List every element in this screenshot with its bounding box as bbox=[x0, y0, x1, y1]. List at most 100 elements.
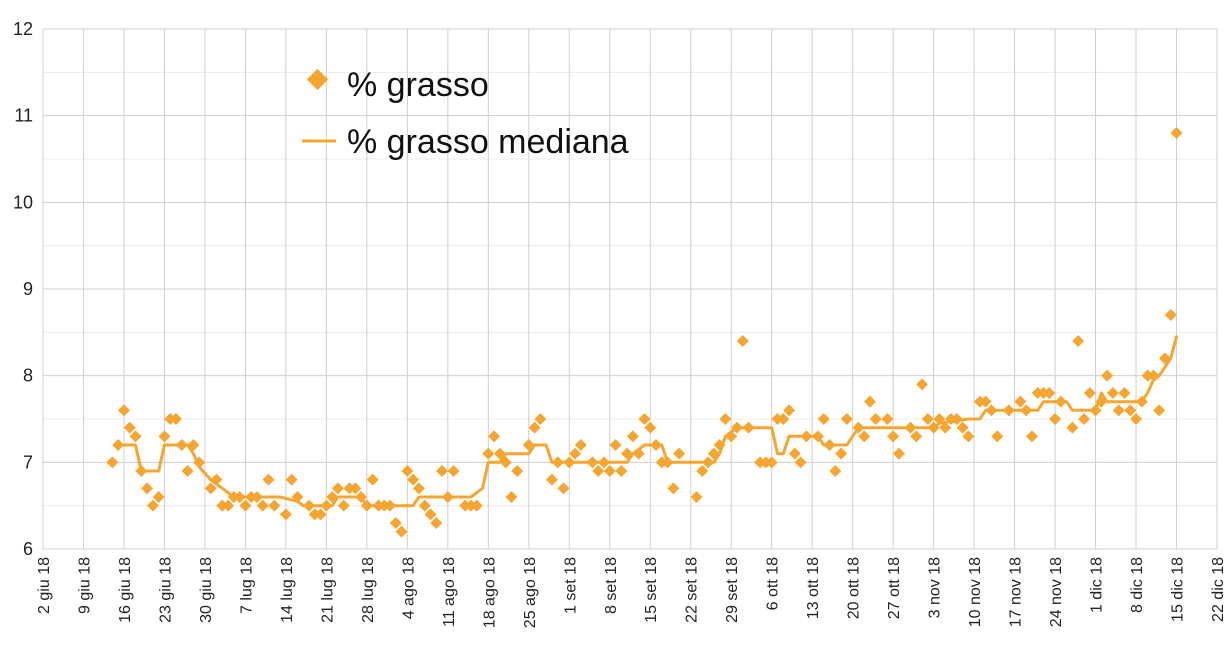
data-point bbox=[557, 482, 570, 495]
data-point bbox=[1164, 309, 1177, 321]
data-point bbox=[1043, 387, 1056, 399]
x-tick-label: 16 giu 18 bbox=[117, 557, 134, 623]
data-point bbox=[1101, 369, 1114, 382]
data-point bbox=[650, 439, 663, 451]
data-point bbox=[412, 482, 425, 495]
x-tick-label: 15 set 18 bbox=[643, 557, 660, 623]
data-point bbox=[303, 499, 316, 512]
x-tick-label: 15 dic 18 bbox=[1170, 557, 1187, 622]
data-point bbox=[239, 499, 252, 512]
data-point bbox=[522, 439, 535, 451]
data-point bbox=[291, 491, 304, 503]
data-point bbox=[424, 508, 437, 521]
y-tick-label: 6 bbox=[23, 539, 33, 559]
data-point bbox=[725, 430, 738, 443]
data-point bbox=[661, 456, 674, 469]
data-point bbox=[285, 473, 298, 486]
x-tick-label: 22 set 18 bbox=[684, 557, 701, 623]
data-point bbox=[545, 473, 558, 486]
x-tick-label: 8 set 18 bbox=[603, 557, 620, 614]
y-tick-label: 8 bbox=[23, 366, 33, 386]
data-point bbox=[742, 421, 755, 434]
data-point bbox=[921, 413, 934, 425]
data-point bbox=[210, 473, 223, 486]
data-point bbox=[233, 491, 246, 503]
data-point bbox=[326, 491, 339, 503]
legend-label-grasso: % grasso bbox=[347, 66, 489, 104]
x-tick-label: 14 lug 18 bbox=[279, 557, 296, 623]
data-point bbox=[407, 473, 420, 486]
data-point bbox=[632, 447, 645, 460]
data-point bbox=[360, 499, 373, 512]
data-point bbox=[430, 517, 443, 529]
data-point bbox=[250, 491, 263, 503]
data-point bbox=[569, 447, 582, 460]
data-point bbox=[337, 499, 350, 512]
x-tick-label: 4 ago 18 bbox=[400, 557, 417, 619]
data-point bbox=[811, 430, 824, 443]
data-point bbox=[840, 413, 853, 425]
data-point bbox=[320, 499, 333, 512]
data-point bbox=[1170, 127, 1183, 139]
data-point bbox=[829, 465, 842, 477]
y-tick-label: 11 bbox=[14, 106, 33, 126]
data-point bbox=[1072, 335, 1085, 347]
x-tick-label: 18 ago 18 bbox=[481, 557, 498, 628]
data-point bbox=[193, 456, 206, 469]
data-point bbox=[1158, 352, 1171, 365]
data-point bbox=[644, 421, 657, 434]
x-tick-label: 22 dic 18 bbox=[1210, 557, 1227, 622]
x-tick-label: 7 lug 18 bbox=[238, 557, 255, 614]
x-tick-label: 24 nov 18 bbox=[1048, 557, 1065, 627]
data-point bbox=[927, 421, 940, 434]
data-point bbox=[713, 439, 726, 451]
data-point bbox=[707, 447, 720, 460]
data-point bbox=[991, 430, 1004, 443]
x-tick-label: 11 ago 18 bbox=[441, 557, 458, 627]
data-point bbox=[933, 413, 946, 425]
data-point bbox=[135, 465, 148, 477]
data-point bbox=[366, 473, 379, 486]
data-point bbox=[939, 421, 952, 434]
data-point bbox=[268, 499, 281, 512]
data-point bbox=[892, 447, 905, 460]
legend: % grasso % grasso mediana bbox=[302, 66, 629, 161]
data-point bbox=[783, 404, 796, 417]
data-point bbox=[956, 421, 969, 434]
data-point bbox=[858, 430, 871, 443]
data-point bbox=[112, 439, 125, 451]
data-point bbox=[129, 430, 142, 443]
data-point bbox=[123, 421, 136, 434]
data-point bbox=[493, 447, 506, 460]
data-point bbox=[592, 465, 605, 477]
data-point bbox=[1066, 421, 1079, 434]
data-point bbox=[1095, 395, 1108, 408]
x-tick-label: 25 ago 18 bbox=[522, 557, 539, 628]
data-point bbox=[441, 491, 454, 503]
data-point bbox=[823, 439, 836, 451]
data-point bbox=[626, 430, 639, 443]
data-point bbox=[835, 447, 848, 460]
y-tick-label: 9 bbox=[23, 279, 33, 299]
data-point bbox=[794, 456, 807, 469]
data-point bbox=[436, 465, 449, 477]
data-point bbox=[505, 491, 518, 503]
data-point bbox=[904, 421, 917, 434]
data-point bbox=[181, 465, 194, 477]
y-tick-label: 12 bbox=[13, 19, 33, 39]
data-point bbox=[1083, 387, 1096, 399]
x-tick-label: 29 set 18 bbox=[724, 557, 741, 623]
data-point bbox=[1020, 404, 1033, 417]
data-point bbox=[1130, 413, 1143, 425]
data-point bbox=[1118, 387, 1131, 399]
legend-label-mediana: % grasso mediana bbox=[347, 123, 629, 161]
data-point bbox=[800, 430, 813, 443]
x-tick-label: 8 dic 18 bbox=[1129, 557, 1146, 613]
x-axis-ticks: 2 giu 18 9 giu 18 16 giu 18 23 giu 18 30 giu… bbox=[36, 557, 1227, 628]
data-point bbox=[418, 499, 431, 512]
data-point bbox=[881, 413, 894, 425]
x-tick-label: 9 giu 18 bbox=[76, 557, 93, 614]
data-point bbox=[736, 335, 749, 347]
data-point bbox=[256, 499, 269, 512]
